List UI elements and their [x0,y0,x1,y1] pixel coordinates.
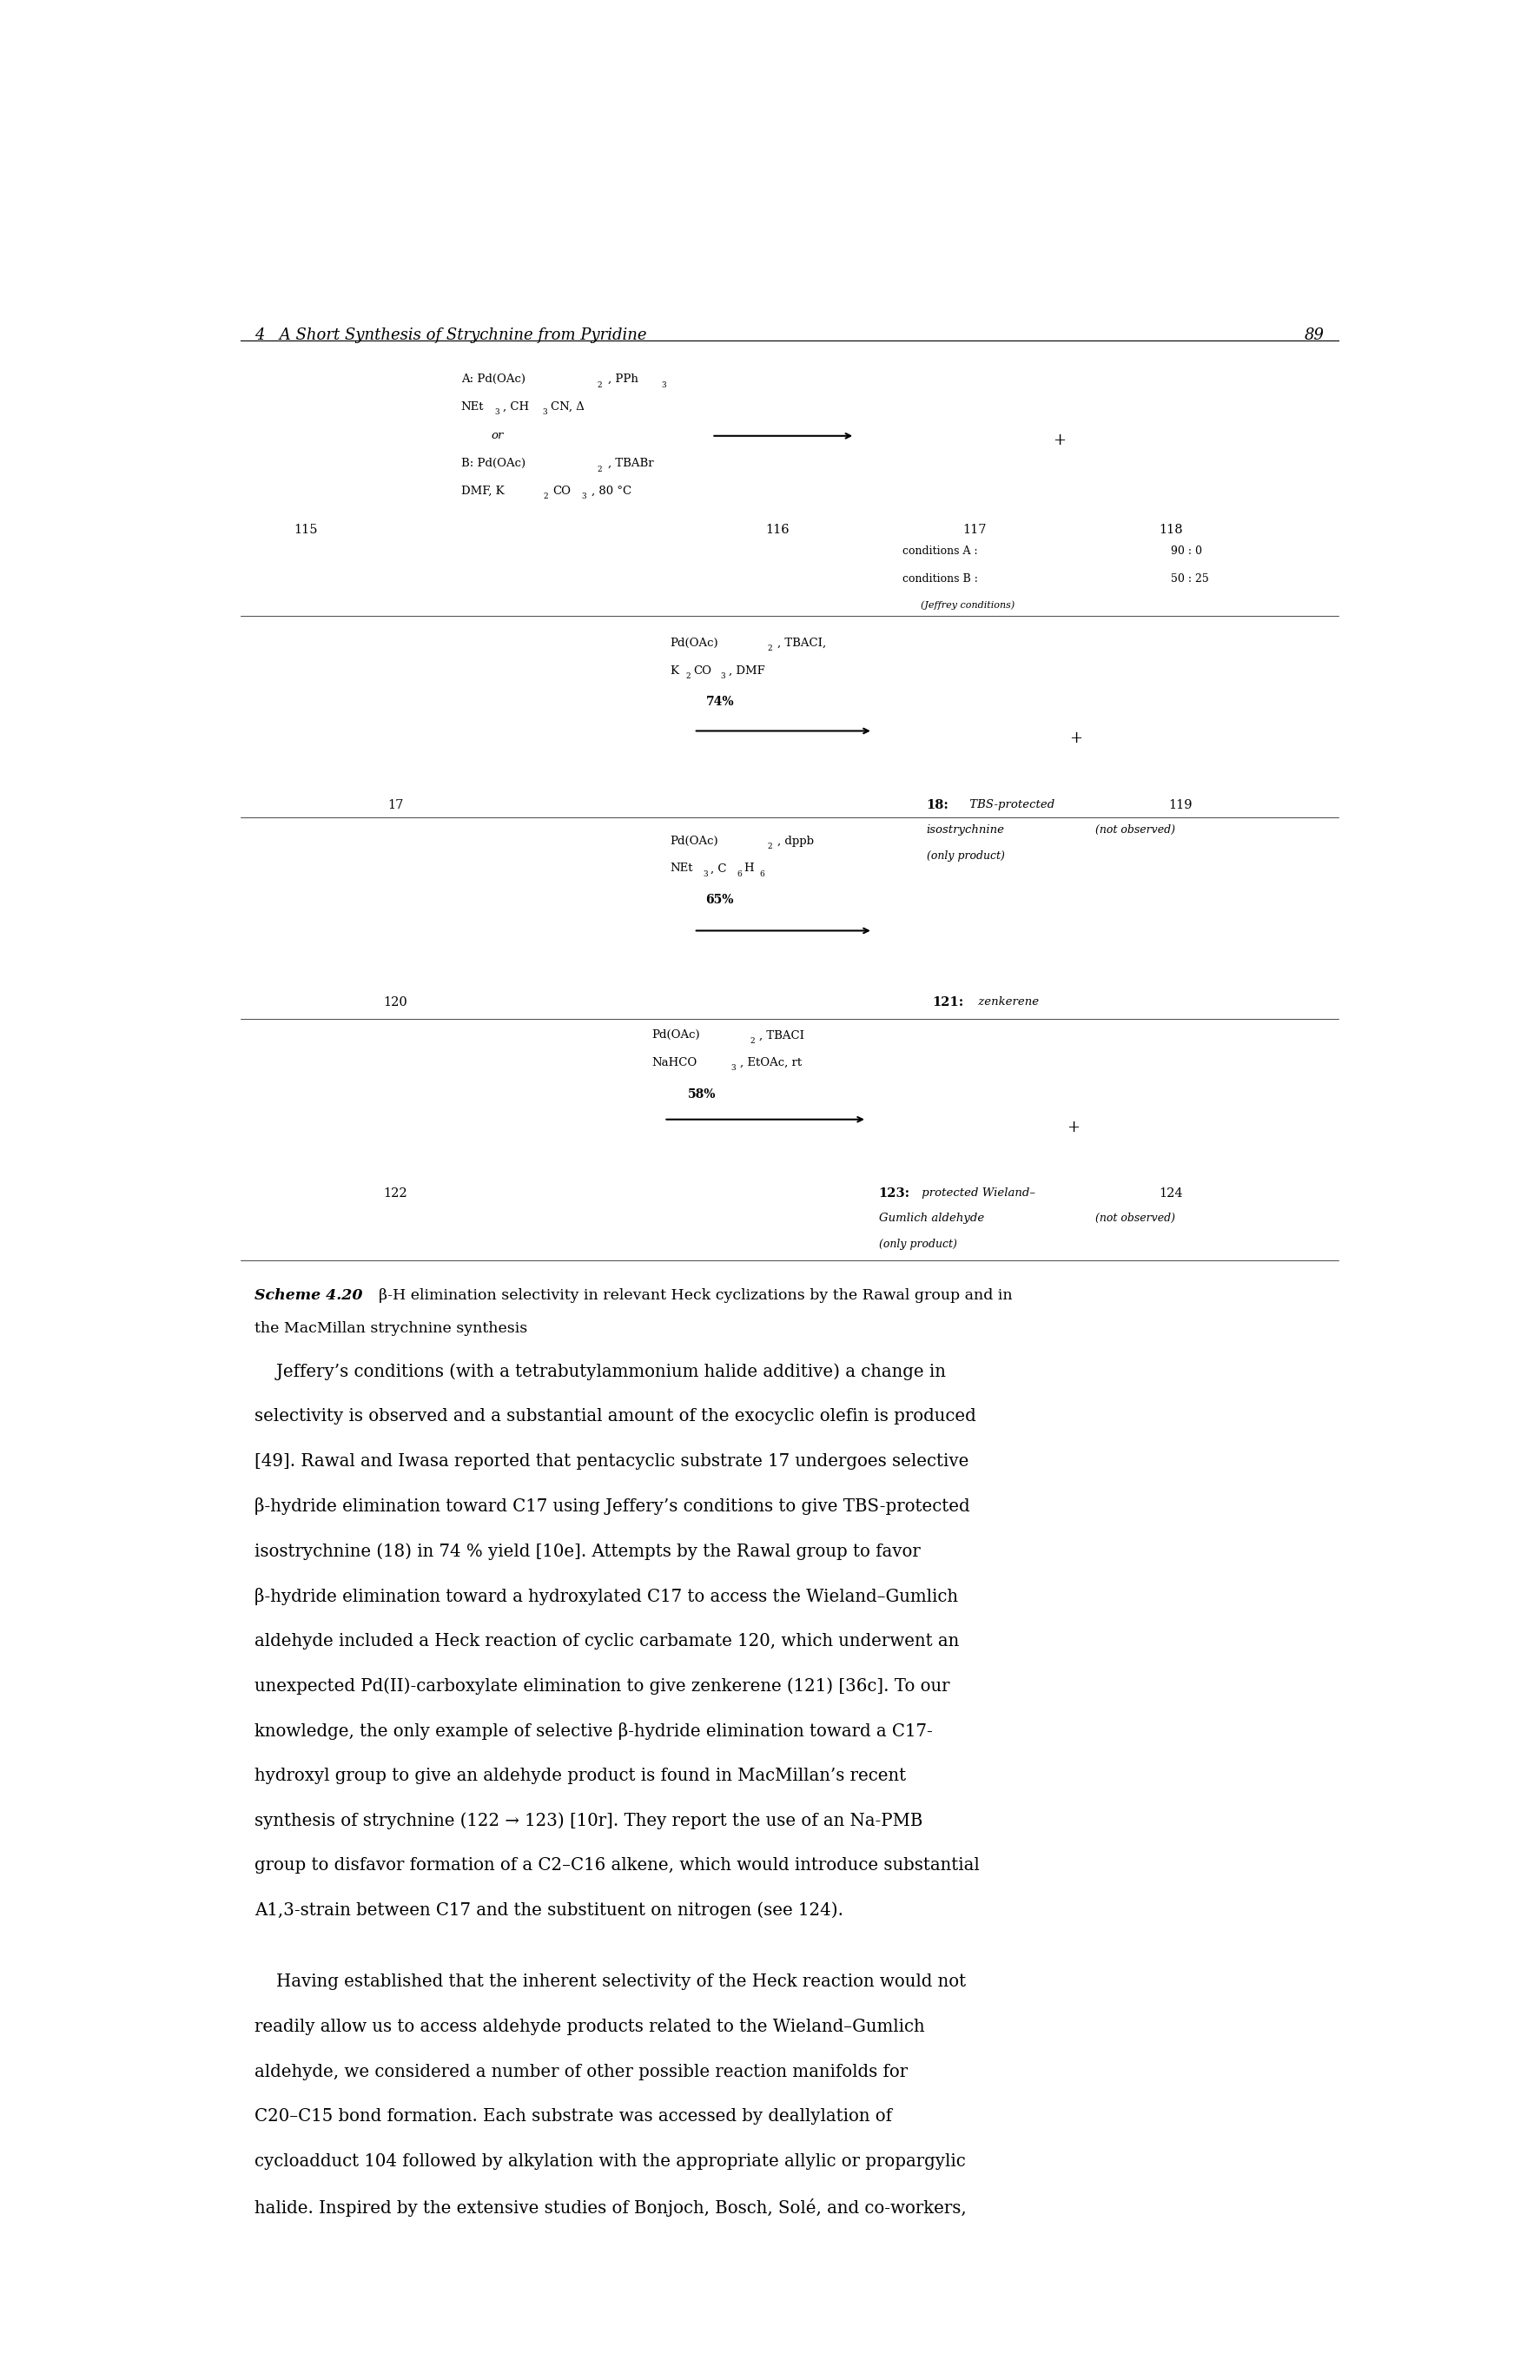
Text: +: + [1052,433,1066,447]
Text: NEt: NEt [670,864,693,873]
Text: 3: 3 [582,493,587,500]
Text: 2: 2 [598,464,602,474]
Text: the MacMillan strychnine synthesis: the MacMillan strychnine synthesis [254,1321,528,1335]
Text: 3: 3 [662,381,667,388]
Text: 124: 124 [1160,1188,1183,1200]
Text: CO: CO [693,664,711,676]
Text: NaHCO: NaHCO [651,1057,698,1069]
Text: 17: 17 [388,800,403,812]
Text: C20–C15 bond formation. Each substrate was accessed by deallylation of: C20–C15 bond formation. Each substrate w… [254,2109,892,2125]
Text: 2: 2 [750,1038,755,1045]
Text: , CH: , CH [502,402,528,412]
Text: 90 : 0: 90 : 0 [1170,545,1203,557]
Text: 6: 6 [759,871,764,878]
Text: 3: 3 [494,409,499,416]
Text: +: + [1067,1119,1080,1135]
Text: 116: 116 [765,524,790,536]
Text: 74%: 74% [705,695,735,709]
Text: (only product): (only product) [879,1238,956,1250]
Text: 58%: 58% [688,1088,716,1100]
Text: 119: 119 [1169,800,1192,812]
Text: zenkerene: zenkerene [975,997,1038,1009]
Text: 2: 2 [768,843,773,850]
Text: 6: 6 [736,871,742,878]
Text: conditions A :: conditions A : [902,545,978,557]
Text: , dppb: , dppb [778,835,813,847]
Text: 89: 89 [1304,328,1324,343]
Text: 115: 115 [294,524,317,536]
Text: 3: 3 [704,871,708,878]
Text: halide. Inspired by the extensive studies of Bonjoch, Bosch, Solé, and co-worker: halide. Inspired by the extensive studie… [254,2199,967,2216]
Text: Jeffery’s conditions (with a tetrabutylammonium halide additive) a change in: Jeffery’s conditions (with a tetrabutyla… [254,1364,946,1380]
Text: group to disfavor formation of a C2–C16 alkene, which would introduce substantia: group to disfavor formation of a C2–C16 … [254,1856,979,1873]
Text: β-hydride elimination toward C17 using Jeffery’s conditions to give TBS-protecte: β-hydride elimination toward C17 using J… [254,1497,970,1516]
Text: NEt: NEt [460,402,484,412]
Text: 50 : 25: 50 : 25 [1170,574,1209,585]
Text: B: Pd(OAc): B: Pd(OAc) [460,457,525,469]
Text: (not observed): (not observed) [1095,823,1175,835]
Text: , DMF: , DMF [728,664,765,676]
Text: isostrychnine (18) in 74 % yield [10e]. Attempts by the Rawal group to favor: isostrychnine (18) in 74 % yield [10e]. … [254,1542,921,1559]
Text: 3: 3 [732,1064,736,1073]
Text: CN, Δ: CN, Δ [551,402,584,412]
Text: 117: 117 [962,524,986,536]
Text: Scheme 4.20: Scheme 4.20 [254,1288,363,1302]
Text: 123:: 123: [879,1188,910,1200]
Text: 2: 2 [685,671,690,681]
Text: β-H elimination selectivity in relevant Heck cyclizations by the Rawal group and: β-H elimination selectivity in relevant … [370,1288,1012,1302]
Text: Gumlich aldehyde: Gumlich aldehyde [879,1214,984,1223]
Text: [49]. Rawal and Iwasa reported that pentacyclic substrate 17 undergoes selective: [49]. Rawal and Iwasa reported that pent… [254,1452,969,1468]
Text: A: Pd(OAc): A: Pd(OAc) [460,374,525,386]
Text: 121:: 121: [933,997,964,1009]
Text: conditions B :: conditions B : [902,574,978,585]
Text: 122: 122 [383,1188,408,1200]
Text: 120: 120 [383,997,408,1009]
Text: unexpected Pd(II)-carboxylate elimination to give zenkerene (121) [36c]. To our: unexpected Pd(II)-carboxylate eliminatio… [254,1678,950,1695]
Text: DMF, K: DMF, K [460,486,504,497]
Text: 2: 2 [598,381,602,388]
Text: (Jeffrey conditions): (Jeffrey conditions) [921,600,1015,609]
Text: , PPh: , PPh [608,374,638,386]
Text: 4   A Short Synthesis of Strychnine from Pyridine: 4 A Short Synthesis of Strychnine from P… [254,328,647,343]
Text: (not observed): (not observed) [1095,1214,1175,1223]
Text: 3: 3 [542,409,547,416]
Text: hydroxyl group to give an aldehyde product is found in MacMillan’s recent: hydroxyl group to give an aldehyde produ… [254,1768,906,1783]
Text: β-hydride elimination toward a hydroxylated C17 to access the Wieland–Gumlich: β-hydride elimination toward a hydroxyla… [254,1587,958,1604]
Text: knowledge, the only example of selective β-hydride elimination toward a C17-: knowledge, the only example of selective… [254,1723,933,1740]
Text: (only product): (only product) [927,850,1004,862]
Text: or: or [491,431,504,443]
Text: Pd(OAc): Pd(OAc) [670,638,718,650]
Text: protected Wieland–: protected Wieland– [918,1188,1035,1200]
Text: aldehyde, we considered a number of other possible reaction manifolds for: aldehyde, we considered a number of othe… [254,2063,909,2080]
Text: isostrychnine: isostrychnine [927,823,1004,835]
Text: 118: 118 [1160,524,1183,536]
Text: Pd(OAc): Pd(OAc) [670,835,718,847]
Text: 18:: 18: [927,800,949,812]
Text: , TBABr: , TBABr [608,457,653,469]
Text: A1,3-strain between C17 and the substituent on nitrogen (see 124).: A1,3-strain between C17 and the substitu… [254,1902,844,1918]
Text: Having established that the inherent selectivity of the Heck reaction would not: Having established that the inherent sel… [254,1973,966,1990]
Text: aldehyde included a Heck reaction of cyclic carbamate 120, which underwent an: aldehyde included a Heck reaction of cyc… [254,1633,959,1649]
Text: 2: 2 [768,645,773,652]
Text: Pd(OAc): Pd(OAc) [651,1031,701,1040]
Text: H: H [744,864,755,873]
Text: K: K [670,664,679,676]
Text: selectivity is observed and a substantial amount of the exocyclic olefin is prod: selectivity is observed and a substantia… [254,1409,976,1426]
Text: readily allow us to access aldehyde products related to the Wieland–Gumlich: readily allow us to access aldehyde prod… [254,2018,926,2035]
Text: 2: 2 [544,493,548,500]
Text: 65%: 65% [705,895,735,907]
Text: TBS-protected: TBS-protected [966,800,1055,809]
Text: CO: CO [553,486,571,497]
Text: , TBACI,: , TBACI, [778,638,825,650]
Text: , EtOAc, rt: , EtOAc, rt [741,1057,802,1069]
Text: 3: 3 [721,671,725,681]
Text: , TBACI: , TBACI [759,1031,804,1040]
Text: cycloadduct 104 followed by alkylation with the appropriate allylic or propargyl: cycloadduct 104 followed by alkylation w… [254,2154,966,2171]
Text: , C: , C [710,864,727,873]
Text: synthesis of strychnine (122 → 123) [10r]. They report the use of an Na-PMB: synthesis of strychnine (122 → 123) [10r… [254,1811,922,1830]
Text: +: + [1069,731,1083,747]
Text: , 80 °C: , 80 °C [591,486,631,497]
